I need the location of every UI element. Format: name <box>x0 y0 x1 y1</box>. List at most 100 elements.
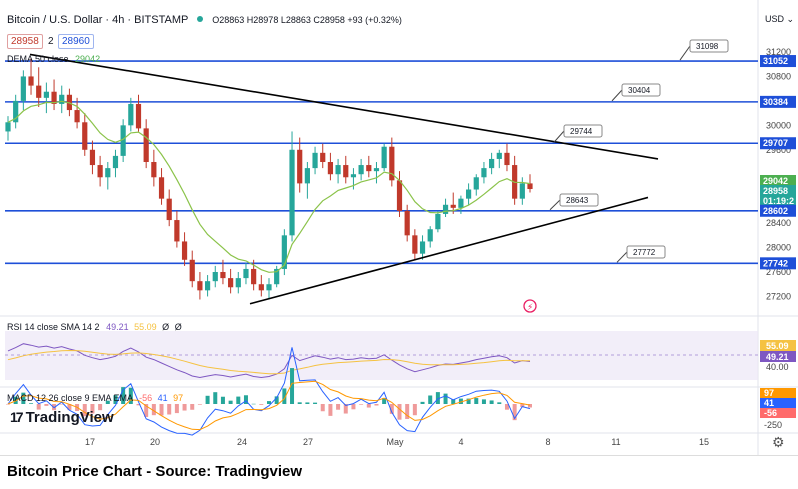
macd-histogram-bar <box>121 387 126 404</box>
candle-body <box>442 204 449 214</box>
candle-body <box>496 152 502 159</box>
macd-axis-label <box>760 408 796 418</box>
rsi-axis-label <box>760 351 796 362</box>
candle-body <box>343 165 349 178</box>
macd-histogram-bar <box>374 404 379 406</box>
macd-histogram-bar <box>282 388 287 404</box>
macd-histogram-bar <box>259 404 264 405</box>
candle-body <box>465 189 472 199</box>
candle-body <box>43 91 49 98</box>
currency-label[interactable]: USD ⌄ <box>765 14 795 24</box>
candle-body <box>112 155 119 169</box>
price-axis-label <box>760 175 796 187</box>
dema-legend[interactable]: DEMA 50 close 29042 <box>7 54 101 64</box>
rsi-axis-label-text: 55.09 <box>766 341 789 351</box>
callout-leader <box>549 199 561 211</box>
candle-body <box>450 204 456 208</box>
symbol-title[interactable]: Bitcoin / U.S. Dollar · 4h · BITSTAMP O2… <box>7 14 402 26</box>
ohlc-readout: O28863 H28978 L28863 C28958 +93 (+0.32%) <box>212 15 402 25</box>
macd-histogram-bar <box>366 404 371 408</box>
candle-body <box>312 152 318 169</box>
candle-body <box>519 183 525 199</box>
tv-logo-icon: 17 <box>10 409 24 425</box>
callout-leader <box>616 251 628 263</box>
macd-histogram-bar <box>412 404 417 416</box>
lightning-icon-glyph: ⚡ <box>527 303 533 313</box>
candle-body <box>335 165 341 175</box>
macd-histogram-bar <box>182 404 187 411</box>
price-axis-label-text: 28602 <box>763 206 788 216</box>
macd-histogram-bar <box>144 404 149 417</box>
gear-icon[interactable]: ⚙ <box>772 434 785 450</box>
candle-body <box>128 103 134 126</box>
macd-histogram-bar <box>474 398 479 404</box>
candle-body <box>20 76 26 101</box>
macd-legend[interactable]: MACD 12 26 close 9 EMA EMA -56 41 97 <box>7 393 184 403</box>
chart-canvas: 3120030800300002960028800284002800027600… <box>0 0 798 455</box>
candle-body <box>51 91 57 104</box>
macd-histogram-bar <box>6 404 10 405</box>
macd-histogram-bar <box>320 404 325 412</box>
macd-histogram-bar <box>228 400 233 404</box>
price-axis-label <box>760 195 796 207</box>
candle-body <box>59 94 65 104</box>
candle-body <box>274 268 280 285</box>
macd-histogram-bar <box>190 404 195 410</box>
price-tick-label: 31200 <box>766 47 791 57</box>
candle-body <box>97 165 103 178</box>
candle-body <box>289 149 295 236</box>
tradingview-logo[interactable]: 17 TradingView <box>10 409 114 426</box>
price-axis-label <box>760 185 796 197</box>
x-tick-label: 11 <box>611 437 620 447</box>
macd-histogram-bar <box>197 404 202 405</box>
price-axis-label-text: 28958 <box>763 186 788 196</box>
macd-histogram-bar <box>105 400 110 404</box>
trend-line <box>249 196 649 305</box>
callout-value: 28643 <box>566 196 589 205</box>
macd-histogram-bar <box>458 398 463 404</box>
candle-body <box>5 122 11 132</box>
price-axis-label-text: 31052 <box>763 56 788 66</box>
x-tick-label: 15 <box>699 437 709 447</box>
macd-histogram-bar <box>159 404 164 416</box>
price-axis-label-text: 01:19:2 <box>763 196 794 206</box>
x-tick-label: 20 <box>150 437 160 447</box>
macd-histogram-bar <box>420 401 425 404</box>
rsi-axis-label <box>760 340 796 351</box>
macd-histogram-bar <box>351 404 356 410</box>
candle-body <box>435 213 441 230</box>
price-tick-label: 27200 <box>766 291 791 301</box>
macd-axis-label <box>760 398 796 408</box>
callout-box <box>559 193 599 207</box>
callout-box <box>621 83 661 97</box>
macd-axis-label <box>760 388 796 398</box>
macd-histogram-bar <box>428 395 433 404</box>
callout-leader <box>553 130 565 143</box>
bid-price-box[interactable]: 28958 <box>7 34 43 49</box>
rsi-sma-line <box>7 349 531 375</box>
candle-body <box>212 272 218 282</box>
macd-histogram-bar <box>443 393 448 404</box>
dema-line <box>7 100 531 273</box>
macd-histogram-bar <box>405 404 410 419</box>
ask-price-box[interactable]: 28960 <box>58 34 94 49</box>
macd-histogram-bar <box>21 392 26 404</box>
candle-body <box>220 272 226 279</box>
rsi-legend[interactable]: RSI 14 close SMA 14 2 49.21 55.09 Ø Ø <box>7 322 182 332</box>
macd-histogram-bar <box>520 404 525 408</box>
macd-histogram-bar <box>174 404 179 414</box>
candle-body <box>266 284 272 291</box>
candle-body <box>504 152 510 166</box>
macd-histogram-bar <box>397 404 402 420</box>
x-tick-label: 27 <box>303 437 313 447</box>
macd-histogram-bar <box>489 400 494 404</box>
candle-body <box>135 103 142 129</box>
macd-axis-label-text: 97 <box>764 388 774 398</box>
macd-histogram-bar <box>512 404 517 421</box>
candle-body <box>427 229 433 242</box>
macd-axis-label-text: 41 <box>764 398 774 408</box>
macd-histogram-bar <box>382 398 387 404</box>
chevron-down-icon: ⌄ <box>786 14 795 24</box>
candle-body <box>327 162 334 175</box>
candle-body <box>473 177 479 190</box>
